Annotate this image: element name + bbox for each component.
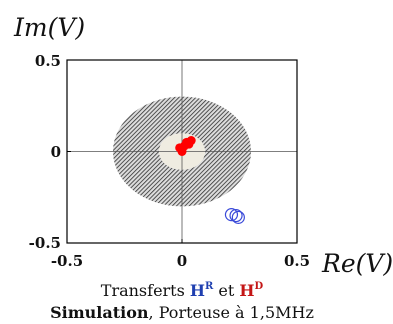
x-tick-label: -0.5 [51, 252, 83, 270]
caption-mid: et [213, 281, 239, 300]
data-point-red [175, 143, 185, 153]
caption-line-2: Simulation, Porteuse à 1,5MHz [50, 303, 314, 322]
data-marks [175, 136, 245, 224]
caption-simulation: Simulation [50, 303, 149, 322]
x-tick-label: 0 [177, 252, 187, 270]
data-point-blue [224, 208, 239, 222]
x-tick-label: 0.5 [284, 252, 310, 270]
data-point-blue [229, 208, 243, 223]
transfer-hr-sup: R [205, 281, 214, 292]
tick-marks [66, 59, 298, 244]
caption-carrier: , Porteuse à 1,5MHz [149, 303, 314, 322]
transfer-hd: H [239, 281, 254, 300]
data-point-blue [231, 210, 245, 224]
y-axis-label: Im(V) [13, 13, 85, 42]
transfer-hd-sup: D [255, 281, 264, 292]
data-point-red [184, 139, 194, 149]
y-tick-label: 0.5 [35, 52, 61, 70]
x-axis-label: Re(V) [321, 249, 393, 278]
y-tick-label: 0 [51, 143, 61, 161]
caption-line-1: Transferts HR et HD [101, 281, 264, 300]
hatched-annulus [113, 96, 251, 207]
caption-prefix: Transferts [101, 281, 190, 300]
y-tick-label: -0.5 [29, 234, 61, 252]
transfer-hr: H [190, 281, 205, 300]
